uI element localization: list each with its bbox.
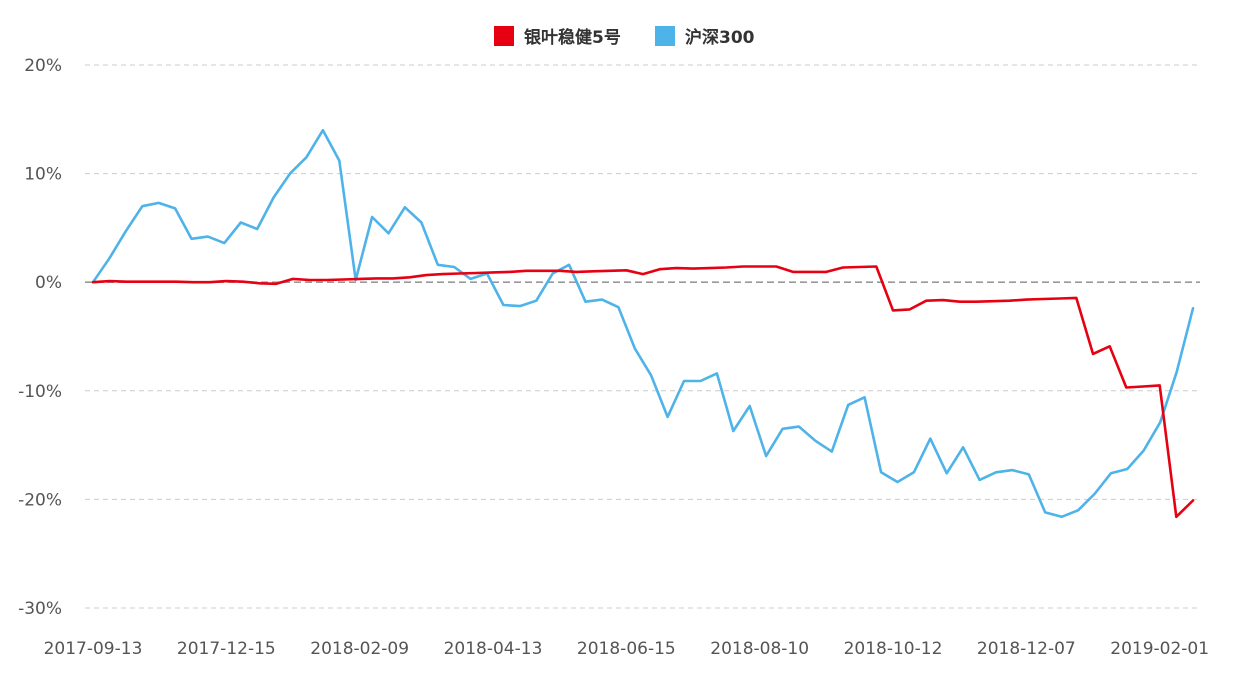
legend-swatch-yinye[interactable] <box>494 26 514 46</box>
series-line-yinye[interactable] <box>91 265 1195 519</box>
x-tick-label: 2017-12-15 <box>177 639 276 659</box>
x-tick-label: 2019-02-01 <box>1110 639 1209 659</box>
x-tick-label: 2018-06-15 <box>577 639 676 659</box>
x-tick-label: 2018-04-13 <box>444 639 543 659</box>
legend: 银叶稳健5号 沪深300 <box>494 26 755 48</box>
legend-swatch-hs300[interactable] <box>655 26 675 46</box>
y-tick-label: 20% <box>24 56 62 76</box>
series-lines <box>91 128 1195 519</box>
x-tick-label: 2018-08-10 <box>710 639 809 659</box>
y-tick-label: 0% <box>35 273 62 293</box>
y-tick-label: -20% <box>18 490 62 510</box>
y-tick-label: 10% <box>24 165 62 185</box>
y-tick-label: -10% <box>18 382 62 402</box>
y-tick-label: -30% <box>18 599 62 619</box>
gridlines <box>85 64 1200 609</box>
x-tick-label: 2018-02-09 <box>310 639 409 659</box>
x-tick-label: 2017-09-13 <box>44 639 143 659</box>
legend-label-hs300[interactable]: 沪深300 <box>685 27 755 48</box>
legend-label-yinye[interactable]: 银叶稳健5号 <box>524 27 621 48</box>
series-line-hs300[interactable] <box>91 128 1195 519</box>
x-axis-tick-labels: 2017-09-13 2017-12-15 2018-02-09 2018-04-13… <box>44 639 1209 659</box>
x-tick-label: 2018-10-12 <box>844 639 943 659</box>
x-tick-label: 2018-12-07 <box>977 639 1076 659</box>
y-axis-tick-labels: 20% 10% 0% -10% -20% -30% <box>18 56 62 619</box>
